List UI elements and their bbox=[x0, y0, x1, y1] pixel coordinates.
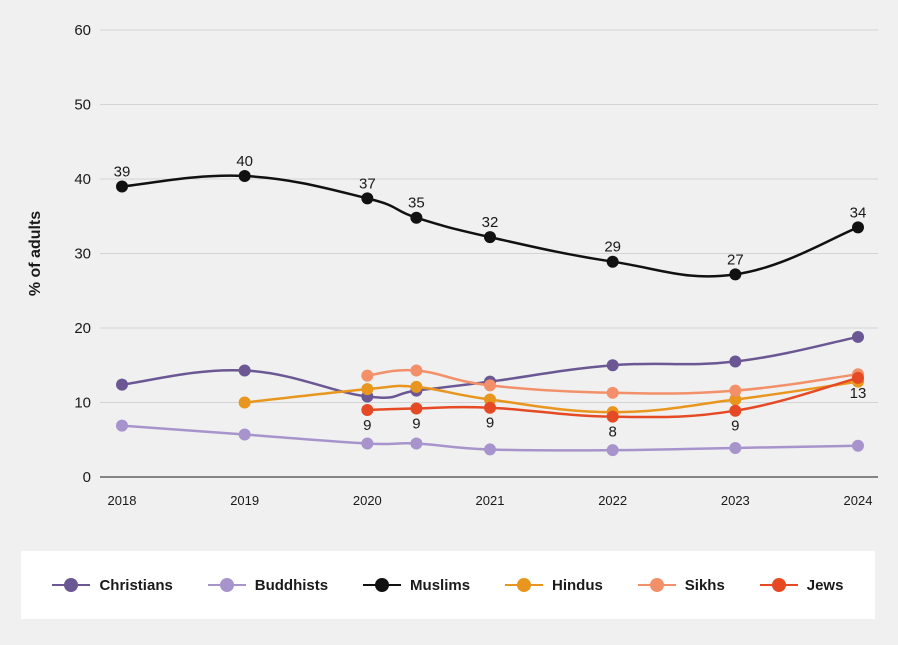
christians-point bbox=[729, 355, 742, 368]
buddhists-swatch-icon bbox=[207, 578, 246, 592]
line-chart: 0 10 20 30 40 50 60 2018 2019 2020 2021 2022 2023 202… bbox=[27, 22, 878, 508]
muslims-data-label: 35 bbox=[408, 195, 425, 212]
sikhs-point bbox=[361, 369, 374, 382]
legend-item-jews[interactable]: Jews bbox=[759, 576, 844, 594]
sikhs-point bbox=[410, 364, 423, 377]
legend-label-sikhs: Sikhs bbox=[684, 576, 725, 594]
x-tick-label: 2019 bbox=[230, 493, 259, 508]
jews-data-label: 9 bbox=[363, 417, 371, 434]
x-tick-label: 2023 bbox=[721, 493, 750, 508]
christians-swatch-icon bbox=[52, 578, 91, 592]
axes: 0 10 20 30 40 50 60 2018 2019 2020 2021 2022 2023 202… bbox=[27, 22, 872, 508]
hindus-line bbox=[243, 380, 860, 414]
sikhs-swatch-icon bbox=[637, 578, 676, 592]
y-tick-label: 40 bbox=[74, 171, 91, 188]
legend-item-buddhists[interactable]: Buddhists bbox=[207, 576, 329, 594]
muslims-point bbox=[410, 211, 423, 224]
series-christians bbox=[116, 330, 864, 403]
muslims-data-label: 32 bbox=[482, 214, 499, 231]
buddhists-point bbox=[484, 443, 496, 456]
jews-data-label: 9 bbox=[731, 418, 739, 435]
legend-label-christians: Christians bbox=[99, 576, 173, 594]
jews-point bbox=[606, 410, 619, 423]
buddhists-point bbox=[852, 439, 864, 452]
buddhists-point bbox=[410, 437, 423, 450]
legend-item-christians[interactable]: Christians bbox=[52, 576, 173, 594]
buddhists-point bbox=[606, 444, 619, 457]
jews-point bbox=[361, 403, 374, 416]
christians-point bbox=[238, 364, 251, 377]
y-axis-title: % of adults bbox=[27, 211, 44, 296]
hindus-point bbox=[238, 396, 251, 409]
muslims-point bbox=[116, 180, 128, 193]
muslims-swatch-icon bbox=[363, 578, 402, 592]
buddhists-point bbox=[238, 428, 251, 441]
jews-point bbox=[729, 404, 742, 417]
muslims-point bbox=[484, 231, 496, 244]
y-tick-label: 20 bbox=[74, 320, 91, 337]
hindus-point bbox=[361, 383, 374, 396]
y-tick-label: 50 bbox=[74, 97, 91, 114]
series-jews bbox=[361, 371, 864, 423]
series-buddhists bbox=[116, 419, 864, 457]
christians-point bbox=[852, 330, 864, 343]
x-tick-label: 2020 bbox=[353, 493, 382, 508]
x-tick-label: 2021 bbox=[476, 493, 505, 508]
christians-point bbox=[606, 359, 619, 372]
legend-item-sikhs[interactable]: Sikhs bbox=[637, 576, 725, 594]
buddhists-point bbox=[361, 437, 374, 450]
legend: Christians Buddhists Muslims Hindus Sikh… bbox=[21, 551, 875, 619]
muslims-data-label: 29 bbox=[604, 239, 621, 256]
muslims-point bbox=[729, 268, 742, 281]
muslims-data-label: 27 bbox=[727, 251, 744, 268]
y-tick-label: 30 bbox=[74, 246, 91, 263]
jews-data-label: 13 bbox=[850, 385, 867, 402]
legend-label-buddhists: Buddhists bbox=[254, 576, 329, 594]
christians-point bbox=[116, 378, 128, 391]
jews-data-label: 9 bbox=[486, 415, 494, 432]
jews-data-label: 9 bbox=[412, 415, 420, 432]
legend-item-muslims[interactable]: Muslims bbox=[363, 577, 470, 594]
muslims-data-label: 34 bbox=[850, 204, 867, 221]
muslims-point bbox=[238, 170, 251, 183]
chart-svg: 0 10 20 30 40 50 60 2018 2019 2020 2021 2022 2023 202… bbox=[27, 22, 878, 508]
muslims-data-label: 39 bbox=[114, 163, 131, 180]
jews-point bbox=[484, 401, 496, 414]
y-tick-label: 60 bbox=[74, 22, 91, 39]
buddhists-point bbox=[116, 419, 128, 432]
x-tick-label: 2024 bbox=[844, 493, 873, 508]
jews-data-label: 8 bbox=[608, 424, 616, 441]
buddhists-point bbox=[729, 441, 742, 454]
muslims-data-label: 37 bbox=[359, 175, 376, 192]
muslims-point bbox=[852, 221, 864, 234]
data-labels: 39 40 37 35 32 29 27 34 9 9 9 8 9 13 bbox=[114, 153, 867, 441]
jews-point bbox=[410, 402, 423, 415]
jews-point bbox=[852, 371, 864, 384]
x-tick-label: 2022 bbox=[598, 493, 627, 508]
sikhs-point bbox=[484, 379, 496, 392]
series-muslims bbox=[116, 170, 864, 281]
y-tick-label: 10 bbox=[74, 395, 91, 412]
legend-item-hindus[interactable]: Hindus bbox=[505, 577, 603, 594]
legend-label-muslims: Muslims bbox=[410, 576, 471, 594]
muslims-point bbox=[361, 192, 374, 205]
series-layer bbox=[116, 170, 864, 457]
y-tick-label: 0 bbox=[83, 469, 91, 486]
x-tick-label: 2018 bbox=[108, 493, 137, 508]
legend-label-jews: Jews bbox=[806, 576, 844, 594]
hindus-point bbox=[410, 380, 423, 393]
jews-swatch-icon bbox=[759, 578, 798, 592]
muslims-data-label: 40 bbox=[236, 153, 253, 170]
legend-label-hindus: Hindus bbox=[552, 576, 603, 594]
sikhs-point bbox=[606, 386, 619, 399]
hindus-swatch-icon bbox=[505, 578, 543, 592]
hindus-point bbox=[729, 393, 742, 406]
sikhs-point bbox=[729, 384, 742, 397]
gridlines bbox=[100, 29, 878, 478]
muslims-point bbox=[606, 255, 619, 268]
